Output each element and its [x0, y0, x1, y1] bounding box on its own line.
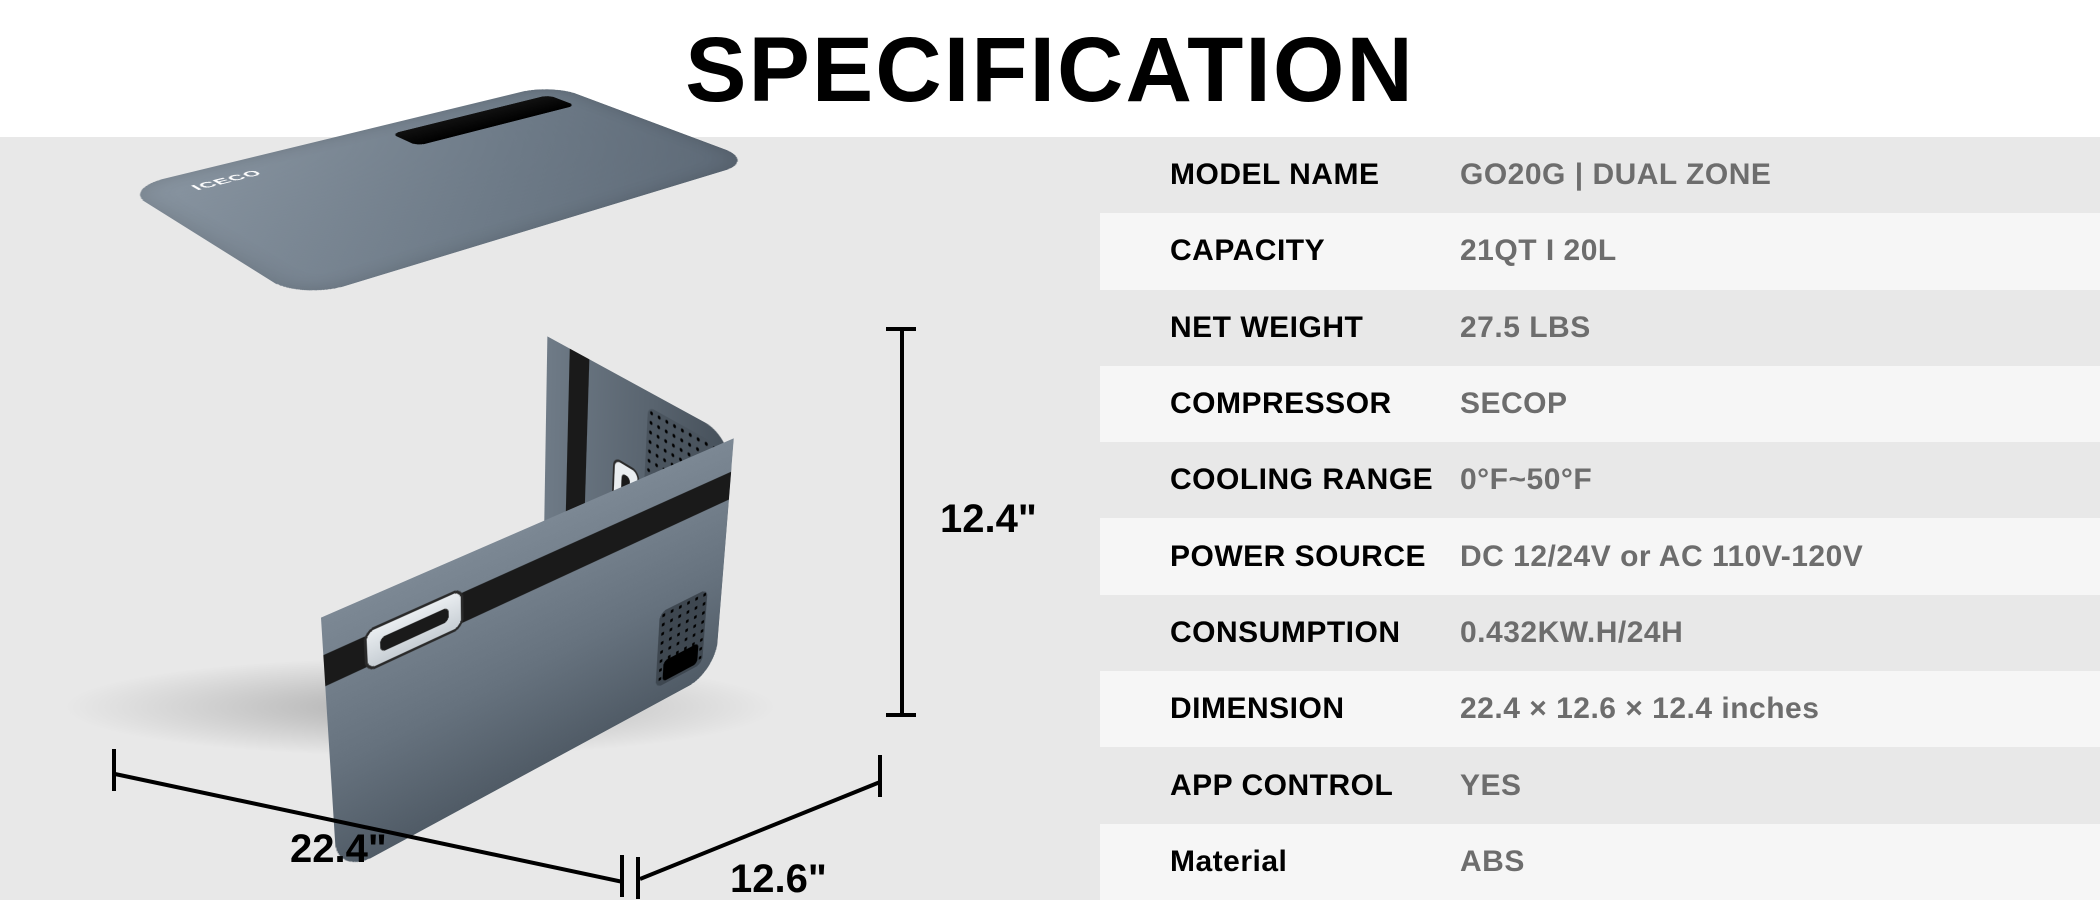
cooler-front-handle-icon — [363, 587, 463, 673]
spec-row: COOLING RANGE 0°F~50°F — [1100, 442, 2100, 518]
content-row: ICECO — [0, 137, 2100, 900]
product-stage: ICECO — [100, 217, 820, 777]
spec-value: 0.432KW.H/24H — [1460, 616, 2100, 650]
spec-label: COOLING RANGE — [1100, 463, 1460, 497]
spec-label: CAPACITY — [1100, 234, 1460, 268]
spec-value: 21QT I 20L — [1460, 234, 2100, 268]
spec-label: NET WEIGHT — [1100, 311, 1460, 345]
spec-label: CONSUMPTION — [1100, 616, 1460, 650]
spec-value: ABS — [1460, 845, 2100, 879]
dimension-height-label: 12.4" — [940, 497, 1037, 542]
dimension-height-line — [900, 327, 904, 717]
dimension-width-tick-left — [112, 749, 116, 791]
spec-row: Material ABS — [1100, 824, 2100, 900]
spec-table: MODEL NAME GO20G | DUAL ZONE CAPACITY 21… — [1100, 137, 2100, 900]
spec-label: Material — [1100, 845, 1460, 879]
dimension-width-label: 22.4" — [290, 827, 387, 872]
cooler-front — [321, 438, 734, 876]
spec-row: DIMENSION 22.4 × 12.6 × 12.4 inches — [1100, 671, 2100, 747]
spec-label: COMPRESSOR — [1100, 387, 1460, 421]
dimension-height-tick-top — [886, 327, 916, 331]
specification-page: SPECIFICATION ICECO — [0, 0, 2100, 900]
dimension-width-tick-right — [620, 855, 624, 897]
spec-value: SECOP — [1460, 387, 2100, 421]
spec-row: NET WEIGHT 27.5 LBS — [1100, 290, 2100, 366]
spec-value: 22.4 × 12.6 × 12.4 inches — [1460, 692, 2100, 726]
spec-label: MODEL NAME — [1100, 158, 1460, 192]
spec-value: YES — [1460, 769, 2100, 803]
dimension-height-tick-bottom — [886, 713, 916, 717]
dimension-depth-tick-left — [636, 857, 640, 899]
brand-label: ICECO — [188, 169, 267, 193]
spec-label: APP CONTROL — [1100, 769, 1460, 803]
spec-row: COMPRESSOR SECOP — [1100, 366, 2100, 442]
product-panel: ICECO — [0, 137, 1100, 900]
page-title: SPECIFICATION — [0, 0, 2100, 137]
spec-row: MODEL NAME GO20G | DUAL ZONE — [1100, 137, 2100, 213]
spec-value: 27.5 LBS — [1460, 311, 2100, 345]
spec-label: DIMENSION — [1100, 692, 1460, 726]
spec-label: POWER SOURCE — [1100, 540, 1460, 574]
spec-value: 0°F~50°F — [1460, 463, 2100, 497]
spec-row: POWER SOURCE DC 12/24V or AC 110V-120V — [1100, 518, 2100, 594]
spec-row: CONSUMPTION 0.432KW.H/24H — [1100, 595, 2100, 671]
spec-value: DC 12/24V or AC 110V-120V — [1460, 540, 2100, 574]
spec-value: GO20G | DUAL ZONE — [1460, 158, 2100, 192]
spec-row: CAPACITY 21QT I 20L — [1100, 213, 2100, 289]
dimension-depth-label: 12.6" — [730, 857, 827, 900]
dimension-depth-tick-right — [878, 755, 882, 797]
spec-row: APP CONTROL YES — [1100, 747, 2100, 823]
cooler-illustration: ICECO — [157, 336, 755, 634]
